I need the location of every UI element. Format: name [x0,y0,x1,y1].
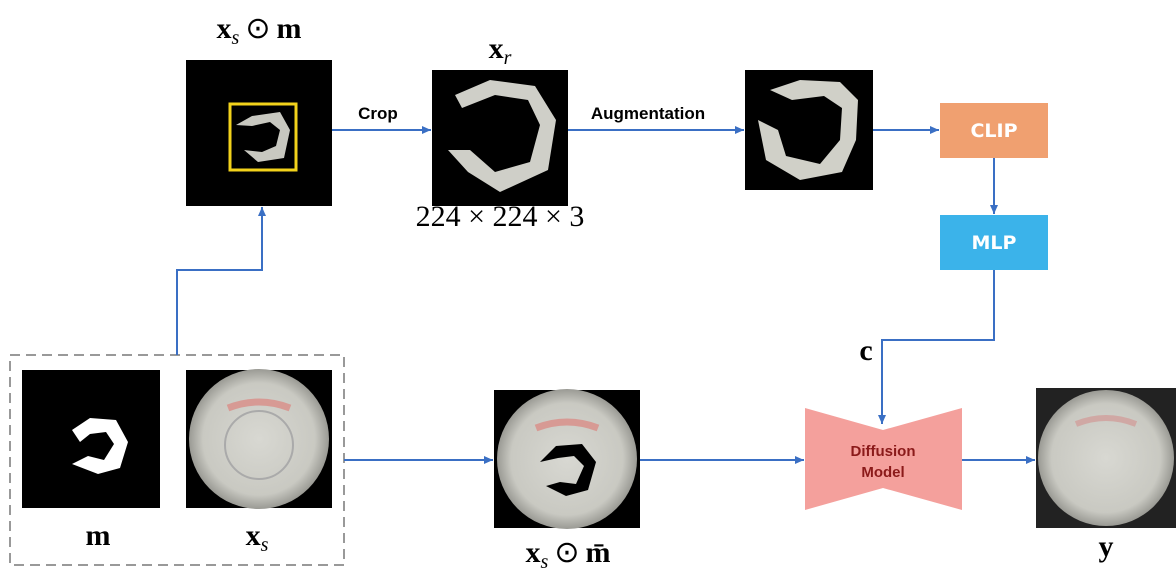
clip-label: CLIP [970,120,1017,142]
source-image [186,369,332,509]
diffusion-label: Diffusion [851,443,916,460]
augmentation-label: Augmentation [591,104,705,123]
label-part: x [526,536,541,568]
arrow [882,270,994,424]
output-image [1036,388,1176,528]
size-label: 224 × 224 × 3 [416,200,585,233]
label-part: r [504,47,512,69]
label-part: ⊙ [554,536,579,568]
masked-background-label: xs ⊙m̄ [526,536,611,568]
source-label: xs [246,519,269,556]
masked-background-image [494,389,640,529]
augmented-image [745,70,873,190]
arrow [177,207,262,355]
label-part: s [541,551,549,568]
mask-label: m [86,519,111,552]
label-part: x [246,519,261,552]
crop-label: Crop [358,104,398,123]
mask-image [22,370,160,508]
masked-input-label: xs⊙m [217,12,302,49]
label-part: x [217,12,232,45]
cropped-label: xr [489,32,512,69]
mlp-label: MLP [972,232,1017,254]
masked-input-image [186,60,332,206]
label-part: m̄ [585,536,610,568]
cropped-image [432,70,568,206]
label-part: x [489,32,504,65]
diffusion-label: Model [861,464,904,481]
label-part: s [261,534,269,556]
output-label: y [1099,530,1114,563]
condition-label: c [859,334,872,367]
label-part: m [276,12,301,45]
label-part: ⊙ [245,12,270,45]
diagram: xs⊙m Crop xr 224 × 224 × 3 Augmentation … [0,0,1176,568]
label-part: s [232,27,240,49]
